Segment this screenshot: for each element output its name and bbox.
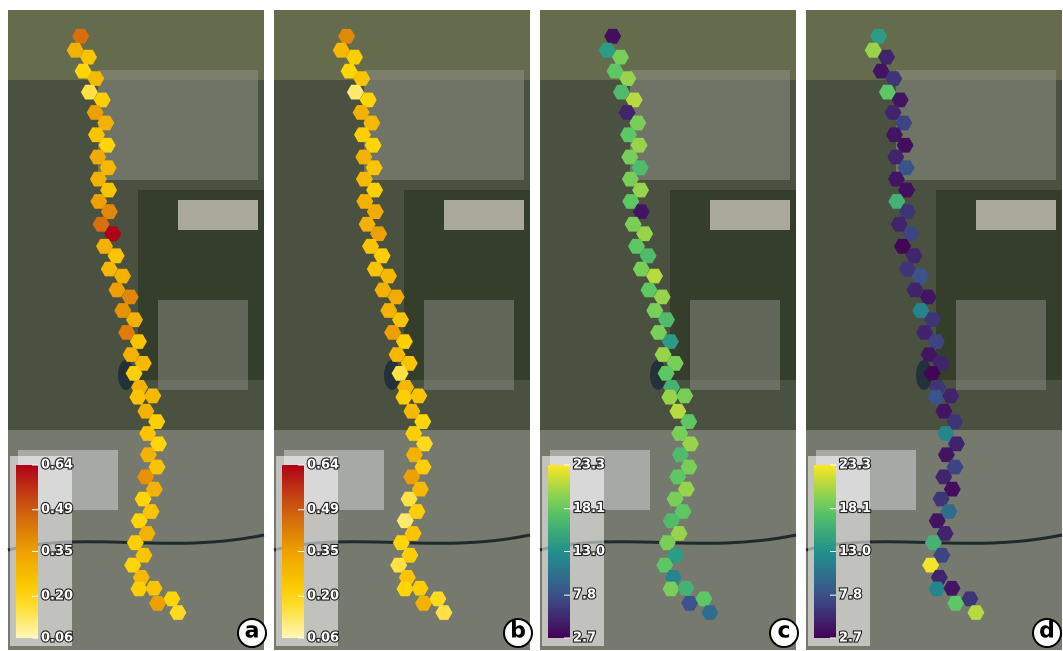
- colorbar-tick-label: 0.20: [307, 589, 339, 604]
- colorbar-tick-label: 23.3: [573, 458, 605, 473]
- colorbar-tick-label: 2.7: [839, 631, 862, 646]
- colorbar-tick-label: 13.0: [839, 544, 871, 559]
- panel-label: b: [510, 619, 526, 644]
- town: [630, 70, 790, 180]
- colorbar-tick-label: 13.0: [573, 544, 605, 559]
- town: [158, 300, 248, 390]
- colorbar-tick-label: 18.1: [573, 501, 605, 516]
- colorbar-tick-label: 23.3: [839, 458, 871, 473]
- quarry: [976, 200, 1056, 230]
- colorbar-tick-label: 0.20: [41, 589, 73, 604]
- quarry: [444, 200, 524, 230]
- panel: 2.7 7.8 13.0 18.1 23.3 c: [540, 10, 798, 650]
- colorbar-tick-label: 0.49: [41, 502, 73, 517]
- colorbar-tick-label: 7.8: [573, 588, 596, 603]
- town: [956, 300, 1046, 390]
- quarry: [178, 200, 258, 230]
- colorbar-tick-label: 18.1: [839, 501, 871, 516]
- panel-label: d: [1039, 619, 1055, 644]
- quarry: [710, 200, 790, 230]
- fields: [806, 10, 1062, 80]
- fields: [274, 10, 530, 80]
- panel: 2.7 7.8 13.0 18.1 23.3 d: [806, 10, 1062, 650]
- panel-label: a: [245, 619, 260, 644]
- panel: 0.06 0.20 0.35 0.49 0.64 a: [8, 10, 266, 650]
- colorbar-tick-label: 0.35: [307, 544, 339, 559]
- colorbar-tick-label: 0.64: [307, 458, 339, 473]
- town: [424, 300, 514, 390]
- figure: 0.06 0.20 0.35 0.49 0.64 a 0.06 0.20 0.35 0.49 0.6…: [0, 0, 1063, 651]
- panel: 0.06 0.20 0.35 0.49 0.64 b: [274, 10, 532, 650]
- colorbar-tick-label: 7.8: [839, 588, 862, 603]
- colorbar-tick-label: 2.7: [573, 631, 596, 646]
- fields: [8, 10, 264, 80]
- colorbar-tick-label: 0.35: [41, 544, 73, 559]
- colorbar-tick-label: 0.06: [41, 631, 73, 646]
- town: [896, 70, 1056, 180]
- town: [364, 70, 524, 180]
- colorbar-tick-label: 0.64: [41, 458, 73, 473]
- town: [98, 70, 258, 180]
- colorbar-tick-label: 0.06: [307, 631, 339, 646]
- town: [690, 300, 780, 390]
- colorbar-tick-label: 0.49: [307, 502, 339, 517]
- panel-label: c: [777, 619, 790, 644]
- fields: [540, 10, 796, 80]
